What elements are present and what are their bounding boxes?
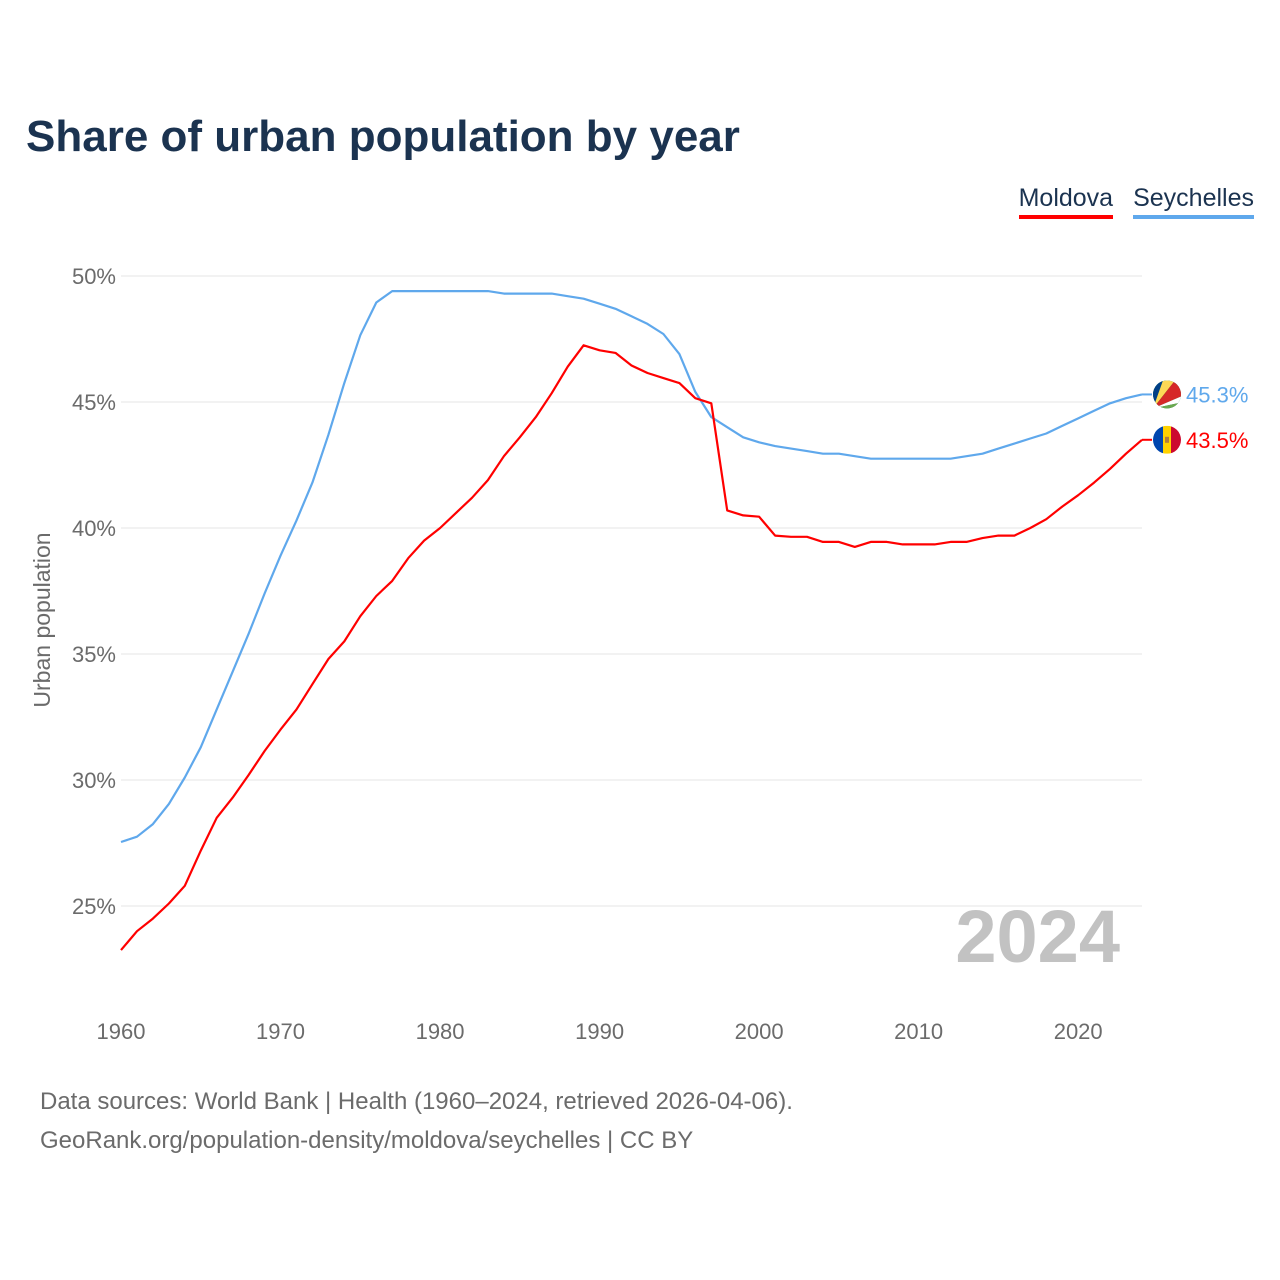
end-value-label-seychelles: 45.3%: [1186, 382, 1248, 407]
y-tick-label: 25%: [72, 894, 116, 919]
series-lines: [120, 290, 1143, 951]
y-axis-label: Urban population: [29, 532, 55, 707]
chart-title: Share of urban population by year: [26, 112, 740, 161]
series-line-moldova: [120, 344, 1143, 951]
legend: Moldova Seychelles: [1018, 184, 1254, 219]
x-tick-label: 2020: [1054, 1019, 1103, 1044]
x-tick-label: 1980: [416, 1019, 465, 1044]
x-tick-labels: 1960 1970 1980 1990 2000 2010 2020: [97, 1019, 1103, 1044]
legend-item-moldova[interactable]: Moldova: [1018, 184, 1114, 219]
y-tick-labels: 25% 30% 35% 40% 45% 50%: [72, 264, 116, 919]
flag-stripe: [1153, 425, 1163, 454]
x-tick-label: 2000: [735, 1019, 784, 1044]
legend-item-seychelles[interactable]: Seychelles: [1133, 184, 1254, 219]
flag-stripe: [1171, 425, 1181, 454]
end-value-label-moldova: 43.5%: [1186, 428, 1248, 453]
moldova-flag-icon: [1142, 425, 1181, 454]
y-tick-label: 45%: [72, 390, 116, 415]
x-tick-label: 1970: [256, 1019, 305, 1044]
series-line-seychelles: [120, 290, 1143, 844]
gridlines: [121, 275, 1142, 907]
footer-link[interactable]: GeoRank.org/population-density/moldova/s…: [40, 1127, 694, 1154]
seychelles-flag-icon: [1142, 380, 1181, 409]
x-tick-label: 2010: [894, 1019, 943, 1044]
year-watermark: 2024: [955, 895, 1120, 978]
y-tick-label: 50%: [72, 264, 116, 289]
flag-graphic: [1153, 425, 1181, 454]
y-tick-label: 40%: [72, 516, 116, 541]
footer-sources: Data sources: World Bank | Health (1960–…: [40, 1088, 793, 1115]
x-tick-label: 1960: [97, 1019, 146, 1044]
flag-stripe: [1153, 380, 1181, 409]
flag-graphic: [1153, 380, 1181, 409]
y-tick-label: 35%: [72, 642, 116, 667]
x-tick-label: 1990: [575, 1019, 624, 1044]
y-tick-label: 30%: [72, 768, 116, 793]
end-markers: 43.5% 45.3%: [1142, 380, 1248, 454]
flag-stripe: [1153, 396, 1181, 409]
flag-emblem: [1165, 436, 1169, 443]
